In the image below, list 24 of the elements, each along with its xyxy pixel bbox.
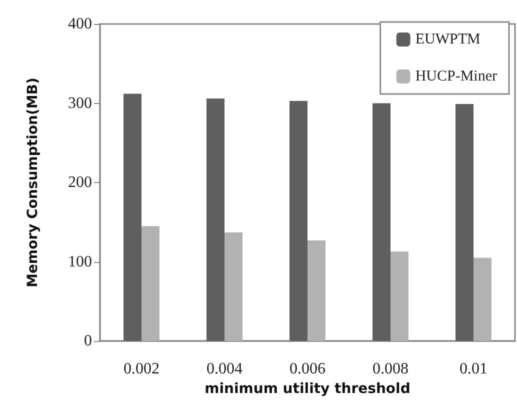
bar	[142, 226, 160, 341]
bar	[474, 258, 492, 341]
x-axis-title: minimum utility threshold	[204, 380, 410, 397]
y-tick-label: 300	[68, 94, 92, 112]
bar	[124, 94, 142, 341]
x-tick-label: 0.006	[290, 360, 326, 378]
y-tick-label: 100	[68, 253, 92, 270]
bar	[390, 251, 408, 341]
bar	[290, 100, 308, 341]
x-tick-label: 0.002	[124, 360, 160, 378]
bar	[456, 104, 474, 341]
x-tick-label: 0.01	[460, 360, 488, 378]
legend-label: HUCP-Miner	[415, 68, 498, 84]
bar	[308, 240, 326, 341]
x-tick-label: 0.004	[206, 360, 242, 378]
y-axis-title: Memory Consumption(MB)	[25, 78, 41, 288]
bar	[224, 232, 242, 341]
legend-label: EUWPTM	[415, 32, 480, 48]
bar	[206, 98, 224, 341]
bar	[372, 103, 390, 341]
x-tick-label: 0.008	[372, 360, 408, 378]
y-tick-label: 200	[68, 174, 92, 191]
y-tick-label: 400	[68, 16, 92, 32]
y-tick-label: 0	[84, 332, 92, 350]
